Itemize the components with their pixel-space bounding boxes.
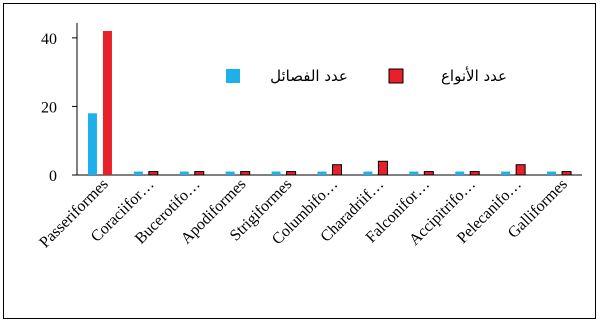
bar-families-4 [271,171,281,175]
bar-families-3 [225,171,235,175]
bar-families-1 [133,171,143,175]
bar-chart: 02040PasseriformesCoraciifor…Bucerotifo…… [36,23,582,251]
bar-families-8 [455,171,465,175]
bar-species-0 [102,31,112,175]
bar-families-6 [363,171,373,175]
bar-families-9 [501,171,511,175]
bar-families-10 [547,171,557,175]
bar-families-5 [317,171,327,175]
y-tick-label-40: 40 [41,31,57,48]
legend-label-species: عدد الأنواع [441,66,507,85]
bar-families-0 [87,113,97,175]
bar-species-1 [148,171,159,176]
y-tick-label-0: 0 [49,168,57,185]
bar-families-7 [409,171,419,175]
bar-species-7 [423,171,434,176]
chart-frame: 0 20 40 Passeriformes Coraciifor… Bucerotifo…… [3,3,596,319]
bar-families-2 [179,171,189,175]
bar-species-5 [332,164,342,176]
legend-label-families: عدد الفصائل [270,67,348,85]
y-tick-label-20: 20 [41,99,57,116]
bar-species-4 [286,171,297,176]
bar-species-6 [377,160,388,176]
legend-swatch-species [388,68,404,84]
bar-species-9 [515,164,526,176]
bar-species-8 [469,171,480,176]
bar-species-3 [240,171,251,176]
bar-species-2 [194,171,205,176]
bar-species-10 [561,171,572,176]
legend-swatch-families [226,69,240,83]
